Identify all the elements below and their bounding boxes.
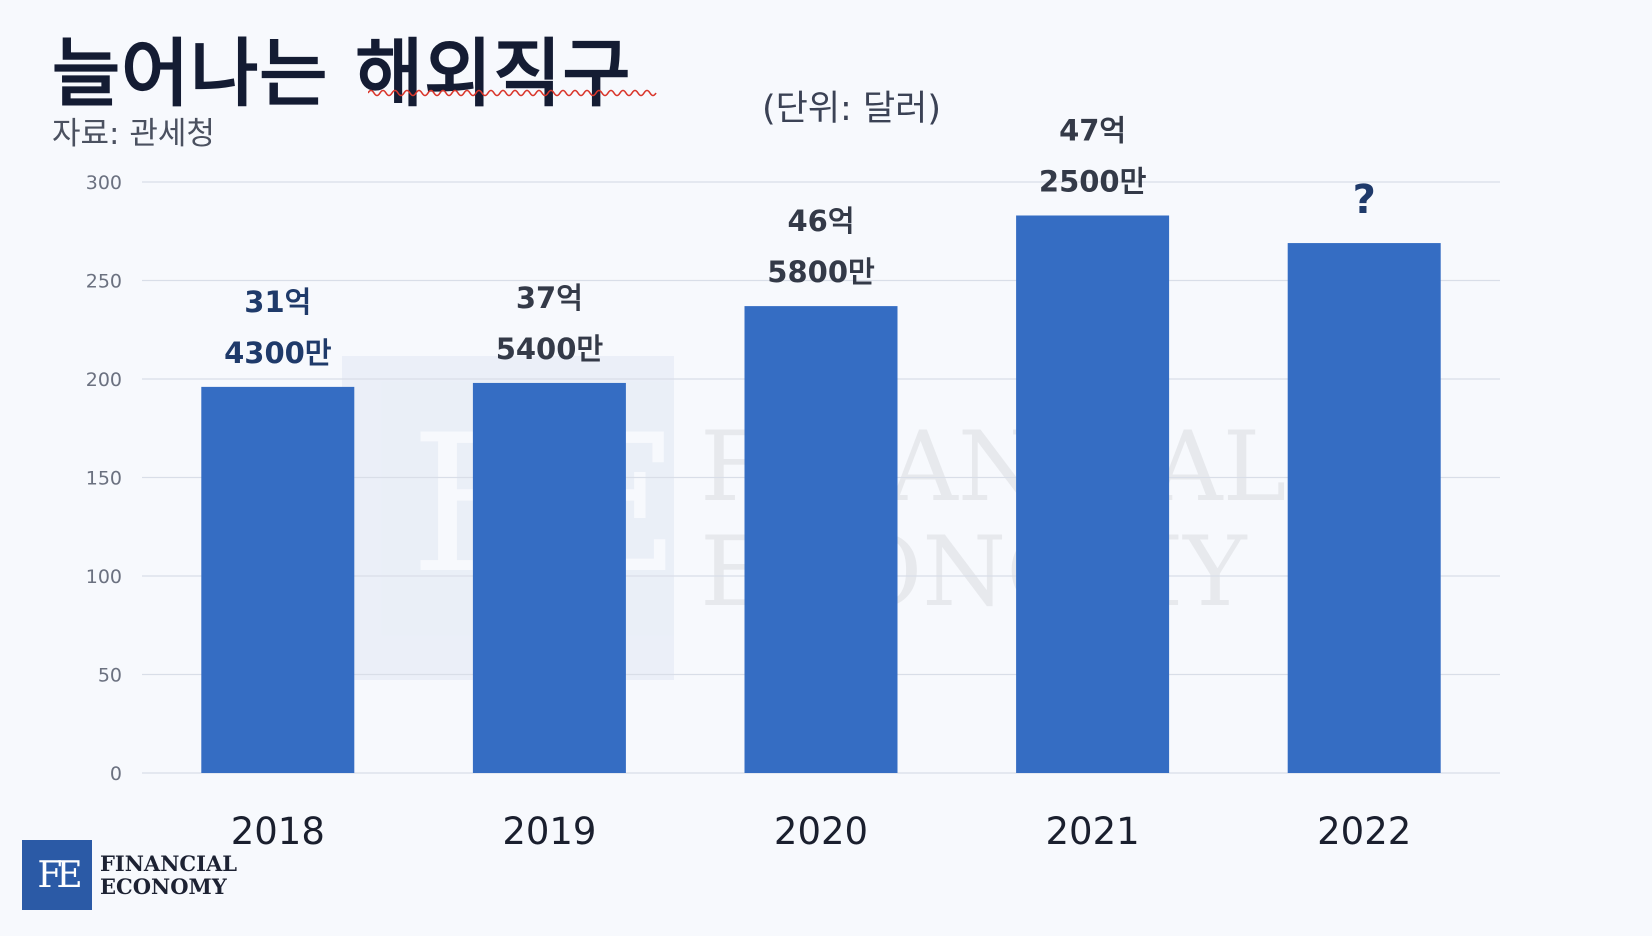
y-tick-label: 150	[86, 468, 122, 490]
x-tick-label: 2021	[1046, 810, 1140, 853]
bar-2022	[1287, 243, 1441, 773]
bar-2019	[472, 382, 626, 773]
bars	[201, 215, 1441, 774]
spellcheck-underline	[368, 89, 657, 97]
data-label-amount-sub: 2500만	[1039, 164, 1147, 198]
y-axis: 0 50 100 150 200 250 300	[86, 172, 122, 785]
bar-2020	[744, 306, 898, 773]
x-tick-label: 2019	[502, 810, 596, 853]
data-label-amount-sub: 4300만	[224, 336, 332, 370]
y-tick-label: 50	[98, 665, 122, 687]
page-title: 늘어나는 해외직구	[52, 31, 632, 117]
data-label-amount: 46억	[787, 204, 854, 238]
logo-wordmark: FINANCIAL ECONOMY	[100, 852, 237, 898]
data-label-amount: 47억	[1059, 113, 1126, 147]
x-tick-label: 2022	[1317, 810, 1411, 853]
y-tick-label: 200	[86, 369, 122, 391]
y-tick-label: 0	[110, 763, 122, 785]
y-tick-label: 100	[86, 566, 122, 588]
x-axis: 2018 2019 2020 2021 2022	[231, 810, 1412, 853]
logo-mark: FE	[22, 840, 92, 910]
data-label-amount: 31억	[244, 285, 311, 319]
logo-line1: FINANCIAL	[100, 851, 238, 876]
logo-line2: ECONOMY	[100, 874, 227, 899]
y-tick-label: 300	[86, 172, 122, 194]
x-tick-label: 2020	[774, 810, 868, 853]
y-tick-label: 250	[86, 271, 122, 293]
bar-2021	[1016, 215, 1170, 774]
data-label-unknown: ?	[1353, 177, 1376, 223]
source-note: 자료: 관세청	[52, 116, 215, 152]
data-label-amount-sub: 5400만	[496, 332, 604, 366]
data-label-amount-sub: 5800만	[767, 255, 875, 289]
data-label-amount: 37억	[516, 281, 583, 315]
data-labels: 31억 4300만 37억 5400만 46억 5800만 47억 2500만?	[224, 113, 1376, 369]
bar-2018	[201, 386, 355, 773]
unit-note: (단위: 달러)	[762, 89, 942, 129]
financial-economy-logo: FE FINANCIAL ECONOMY	[22, 840, 237, 910]
x-tick-label: 2018	[231, 810, 325, 853]
